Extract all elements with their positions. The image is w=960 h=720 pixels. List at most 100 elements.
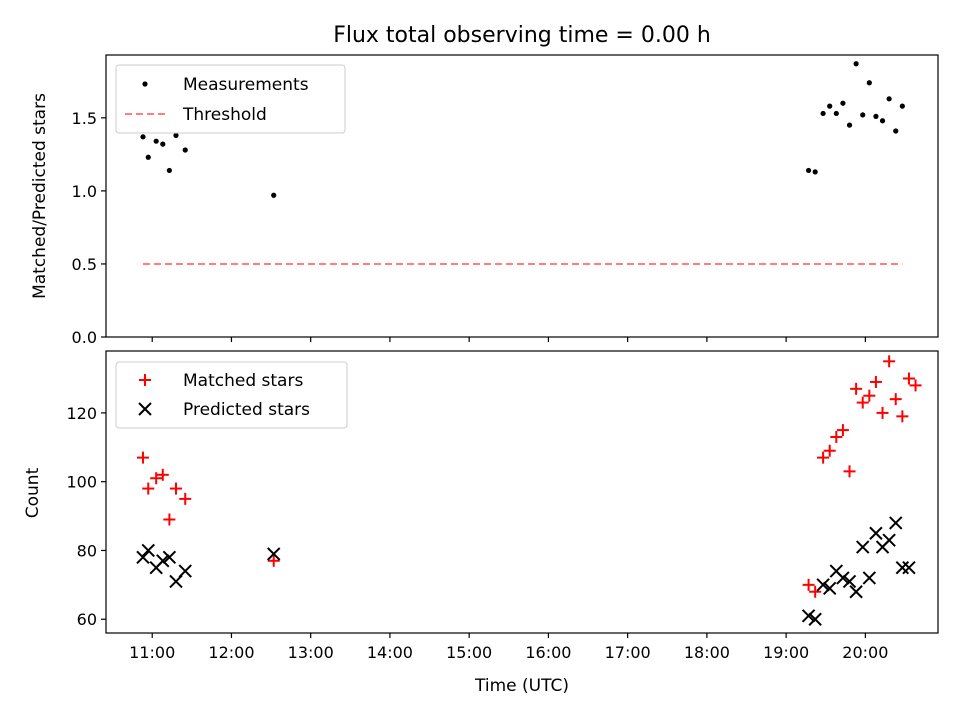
measurement-point [271,192,277,198]
measurement-point [160,141,166,147]
predicted-legend-marker [138,402,152,416]
x-tick-label: 20:00 [842,643,888,662]
x-tick-label: 19:00 [763,643,809,662]
measurement-point [899,103,905,109]
measurement-point [805,167,812,174]
predicted-star-point [889,516,903,530]
predicted-star-point [808,612,822,626]
count-x-axis: 11:00 12:00 13:00 14:00 15:00 16:00 17:00 18:00… [129,633,888,662]
measurement-point [833,110,839,117]
predicted-star-point [842,574,857,589]
measurement-point [893,128,899,134]
measurement-point [846,122,853,128]
predicted-star-point [141,543,155,558]
measurement-point [812,169,818,175]
matched-star-point [909,379,922,392]
measurement-point [820,110,826,117]
count-panel: 60 80 100 120 11:00 12:00 13:00 14:00 15:00 16:0… [23,350,939,662]
count-y-axis: 60 80 100 120 [66,404,106,629]
count-plot-area [136,355,922,626]
y-tick-label: 120 [66,404,97,423]
matched-star-point [836,424,849,437]
measurement-point [182,147,188,153]
predicted-legend-label: Predicted stars [183,400,310,420]
measurement-point [886,96,892,102]
measurement-point [827,103,833,109]
matched-star-point [843,465,856,478]
predicted-star-point [862,571,877,585]
matched-star-point [896,410,909,423]
measurement-point [853,61,859,67]
measurements-legend-label: Measurements [183,75,309,95]
y-tick-label: 60 [77,610,97,629]
x-tick-label: 16:00 [525,643,571,662]
ratio-plot-area [140,61,905,265]
matched-star-point [163,513,176,526]
predicted-star-point [823,581,837,595]
matched-legend-marker [139,374,151,386]
ratio-legend-box [115,64,346,134]
ratio-x-axis [151,337,866,342]
y-tick-label: 100 [66,473,97,492]
predicted-star-point [136,550,150,565]
threshold-legend-label: Threshold [182,105,267,125]
y-tick-label: 80 [77,541,97,560]
measurements-legend-marker [142,81,148,87]
count-panel-frame [105,350,939,634]
predicted-star-point [856,540,870,554]
predicted-star-point [882,533,896,547]
matched-star-point [876,406,889,419]
y-tick-label: 0.0 [72,328,97,347]
predicted-star-point [836,571,850,585]
matched-star-point [179,492,192,505]
predicted-star-point [801,609,816,623]
y-tick-label: 1.0 [72,182,97,201]
ratio-legend: Measurements Threshold [115,64,346,134]
measurement-point [145,154,151,160]
predicted-star-point [869,526,883,540]
ratio-panel: 0.0 0.5 1.0 1.5 Matched/Predicted stars Mea… [30,54,939,347]
matched-star-point [809,585,822,598]
matched-star-point [830,430,843,443]
matched-star-point [863,389,876,402]
matched-star-point [802,578,815,591]
measurement-point [840,100,846,106]
x-tick-label: 14:00 [367,643,413,662]
predicted-star-point [178,564,192,578]
predicted-star-point [267,547,281,561]
measurement-point [153,138,159,144]
ratio-y-axis-label: Matched/Predicted stars [30,93,50,299]
matched-star-point [889,393,902,406]
matched-star-point [869,375,882,388]
matched-star-point [142,482,155,495]
x-tick-label: 12:00 [208,643,254,662]
matched-star-point [902,372,915,385]
count-y-axis-label: Count [23,467,43,518]
x-tick-label: 13:00 [288,643,334,662]
y-tick-label: 0.5 [72,255,97,274]
ratio-panel-frame [105,54,939,338]
measurement-point [860,112,866,118]
measurement-point [140,134,146,140]
count-legend-box [115,361,348,429]
x-axis-label: Time (UTC) [474,676,569,696]
x-tick-label: 17:00 [605,643,651,662]
predicted-star-point [902,560,916,575]
matched-star-point [883,355,896,368]
matched-star-point [156,468,169,481]
matched-star-point [136,451,149,464]
predicted-star-point [156,554,170,568]
x-tick-label: 15:00 [446,643,492,662]
predicted-star-point [162,550,177,565]
matched-star-point [856,396,869,409]
matched-legend-label: Matched stars [183,371,303,391]
predicted-star-point [816,578,830,592]
x-tick-label: 11:00 [129,643,175,662]
matched-star-point [823,444,836,457]
matched-star-point [169,482,182,495]
ratio-y-axis: 0.0 0.5 1.0 1.5 [72,109,106,347]
count-legend: Matched stars Predicted stars [115,361,348,429]
measurement-point [873,113,879,119]
measurement-point [166,167,172,174]
matched-star-point [850,382,863,395]
